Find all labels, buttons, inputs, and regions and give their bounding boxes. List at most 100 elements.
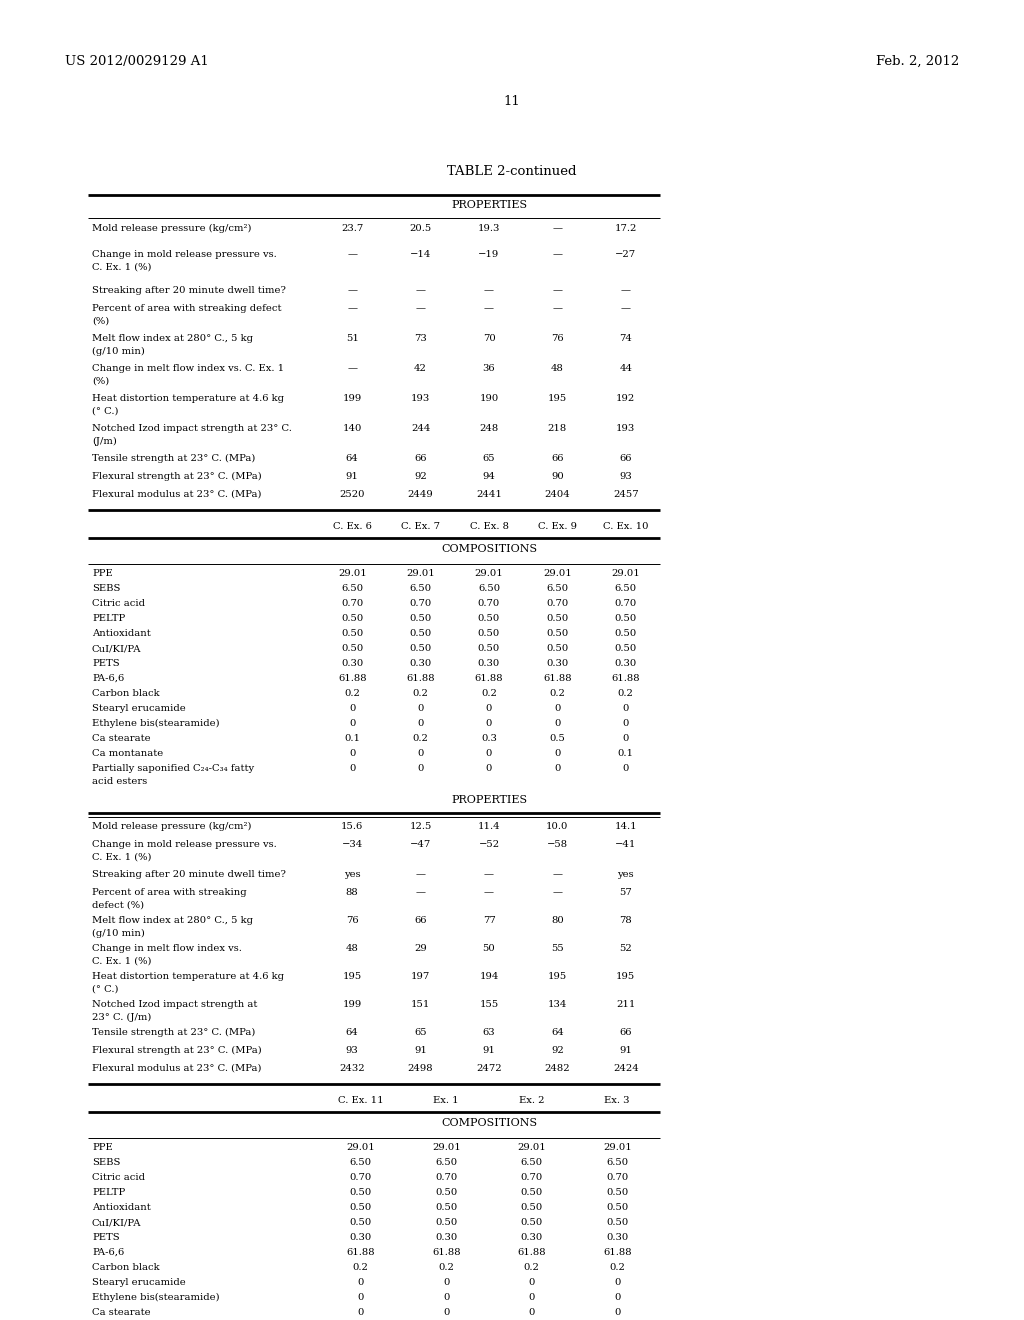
Text: Notched Izod impact strength at 23° C.: Notched Izod impact strength at 23° C. xyxy=(92,424,292,433)
Text: 36: 36 xyxy=(482,364,496,374)
Text: 195: 195 xyxy=(616,972,636,981)
Text: PROPERTIES: PROPERTIES xyxy=(451,201,527,210)
Text: 0.50: 0.50 xyxy=(341,630,364,638)
Text: 48: 48 xyxy=(551,364,564,374)
Text: 0.50: 0.50 xyxy=(349,1188,372,1197)
Text: 0.2: 0.2 xyxy=(344,689,360,698)
Text: Ca stearate: Ca stearate xyxy=(92,1308,151,1317)
Text: (g/10 min): (g/10 min) xyxy=(92,929,144,939)
Text: —: — xyxy=(552,304,562,313)
Text: 66: 66 xyxy=(551,454,563,463)
Text: 0: 0 xyxy=(614,1308,621,1317)
Text: 6.50: 6.50 xyxy=(410,583,432,593)
Text: 29.01: 29.01 xyxy=(603,1143,632,1152)
Text: 0.70: 0.70 xyxy=(341,599,364,609)
Text: 0.30: 0.30 xyxy=(349,1233,372,1242)
Text: —: — xyxy=(347,364,357,374)
Text: 70: 70 xyxy=(482,334,496,343)
Text: Tensile strength at 23° C. (MPa): Tensile strength at 23° C. (MPa) xyxy=(92,454,255,463)
Text: Percent of area with streaking defect: Percent of area with streaking defect xyxy=(92,304,282,313)
Text: 0.50: 0.50 xyxy=(546,630,568,638)
Text: Flexural strength at 23° C. (MPa): Flexural strength at 23° C. (MPa) xyxy=(92,1045,262,1055)
Text: US 2012/0029129 A1: US 2012/0029129 A1 xyxy=(65,55,209,69)
Text: 0.70: 0.70 xyxy=(478,599,500,609)
Text: (° C.): (° C.) xyxy=(92,985,119,994)
Text: 0.50: 0.50 xyxy=(546,614,568,623)
Text: 0: 0 xyxy=(443,1278,450,1287)
Text: Melt flow index at 280° C., 5 kg: Melt flow index at 280° C., 5 kg xyxy=(92,916,253,925)
Text: 2520: 2520 xyxy=(339,490,365,499)
Text: 218: 218 xyxy=(548,424,567,433)
Text: 190: 190 xyxy=(479,393,499,403)
Text: 0: 0 xyxy=(554,748,560,758)
Text: 0: 0 xyxy=(357,1308,364,1317)
Text: 66: 66 xyxy=(620,1028,632,1038)
Text: 0: 0 xyxy=(418,704,424,713)
Text: Streaking after 20 minute dwell time?: Streaking after 20 minute dwell time? xyxy=(92,286,286,294)
Text: Ex. 3: Ex. 3 xyxy=(604,1096,630,1105)
Text: 0: 0 xyxy=(418,748,424,758)
Text: 88: 88 xyxy=(346,888,358,898)
Text: C. Ex. 10: C. Ex. 10 xyxy=(603,521,648,531)
Text: 0.50: 0.50 xyxy=(435,1203,458,1212)
Text: 6.50: 6.50 xyxy=(606,1158,629,1167)
Text: CuI/KI/PA: CuI/KI/PA xyxy=(92,1218,141,1228)
Text: −27: −27 xyxy=(615,249,636,259)
Text: Change in melt flow index vs.: Change in melt flow index vs. xyxy=(92,944,242,953)
Text: −41: −41 xyxy=(615,840,637,849)
Text: —: — xyxy=(416,304,426,313)
Text: 0.3: 0.3 xyxy=(481,734,497,743)
Text: 0.50: 0.50 xyxy=(349,1203,372,1212)
Text: 151: 151 xyxy=(411,1001,430,1008)
Text: 2404: 2404 xyxy=(545,490,570,499)
Text: —: — xyxy=(484,286,494,294)
Text: PELTP: PELTP xyxy=(92,1188,125,1197)
Text: 29.01: 29.01 xyxy=(611,569,640,578)
Text: 0.50: 0.50 xyxy=(606,1188,629,1197)
Text: 61.88: 61.88 xyxy=(338,675,367,682)
Text: —: — xyxy=(416,870,426,879)
Text: 0: 0 xyxy=(528,1294,535,1302)
Text: 0: 0 xyxy=(418,764,424,774)
Text: Ca montanate: Ca montanate xyxy=(92,748,163,758)
Text: 0: 0 xyxy=(554,704,560,713)
Text: 0.2: 0.2 xyxy=(353,1263,369,1272)
Text: 0.50: 0.50 xyxy=(435,1188,458,1197)
Text: 64: 64 xyxy=(346,1028,358,1038)
Text: PA-6,6: PA-6,6 xyxy=(92,675,124,682)
Text: 91: 91 xyxy=(346,473,358,480)
Text: PELTP: PELTP xyxy=(92,614,125,623)
Text: 19.3: 19.3 xyxy=(478,224,500,234)
Text: PETS: PETS xyxy=(92,1233,120,1242)
Text: —: — xyxy=(552,249,562,259)
Text: 0.50: 0.50 xyxy=(546,644,568,653)
Text: 2457: 2457 xyxy=(613,490,639,499)
Text: 193: 193 xyxy=(411,393,430,403)
Text: PROPERTIES: PROPERTIES xyxy=(451,795,527,805)
Text: 0.50: 0.50 xyxy=(614,614,637,623)
Text: 0.50: 0.50 xyxy=(614,630,637,638)
Text: 92: 92 xyxy=(415,473,427,480)
Text: Change in mold release pressure vs.: Change in mold release pressure vs. xyxy=(92,249,276,259)
Text: 0.2: 0.2 xyxy=(413,689,428,698)
Text: 15.6: 15.6 xyxy=(341,822,364,832)
Text: 0.50: 0.50 xyxy=(520,1218,543,1228)
Text: 48: 48 xyxy=(346,944,358,953)
Text: 0.5: 0.5 xyxy=(550,734,565,743)
Text: acid esters: acid esters xyxy=(92,777,147,785)
Text: C. Ex. 1 (%): C. Ex. 1 (%) xyxy=(92,957,152,966)
Text: Heat distortion temperature at 4.6 kg: Heat distortion temperature at 4.6 kg xyxy=(92,972,284,981)
Text: 0.50: 0.50 xyxy=(478,630,500,638)
Text: PETS: PETS xyxy=(92,659,120,668)
Text: 29: 29 xyxy=(415,944,427,953)
Text: 42: 42 xyxy=(414,364,427,374)
Text: —: — xyxy=(552,224,562,234)
Text: 66: 66 xyxy=(415,454,427,463)
Text: C. Ex. 7: C. Ex. 7 xyxy=(401,521,440,531)
Text: 61.88: 61.88 xyxy=(346,1247,375,1257)
Text: 6.50: 6.50 xyxy=(349,1158,372,1167)
Text: 0: 0 xyxy=(623,734,629,743)
Text: Mold release pressure (kg/cm²): Mold release pressure (kg/cm²) xyxy=(92,822,252,832)
Text: C. Ex. 1 (%): C. Ex. 1 (%) xyxy=(92,853,152,862)
Text: 66: 66 xyxy=(415,916,427,925)
